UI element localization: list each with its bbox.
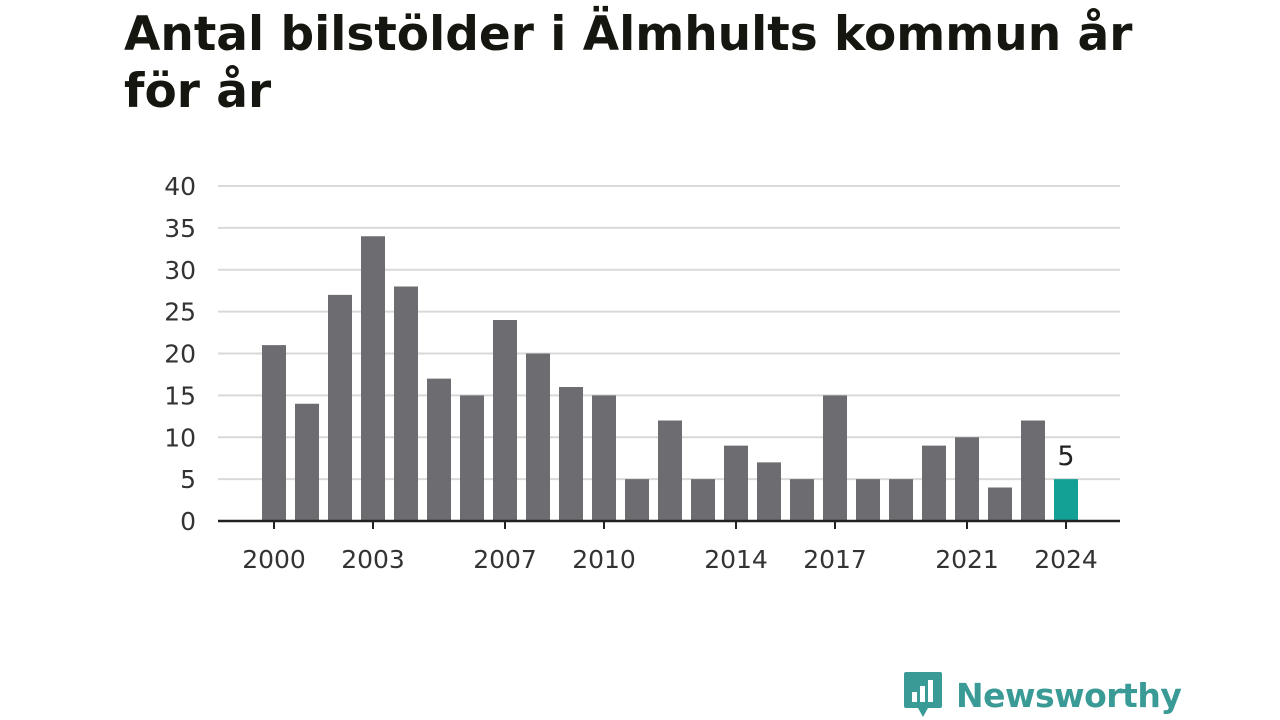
brand-name: Newsworthy — [956, 675, 1182, 715]
data-label-2024: 5 — [1057, 441, 1074, 472]
bar-2005 — [427, 378, 451, 521]
x-tick-label: 2000 — [242, 545, 306, 574]
y-tick-label: 30 — [164, 256, 196, 285]
bar-2022 — [988, 487, 1012, 521]
bar-2009 — [559, 387, 583, 521]
bar-2011 — [625, 479, 649, 521]
y-tick-label: 40 — [164, 172, 196, 201]
y-tick-label: 5 — [180, 465, 196, 494]
bar-2002 — [328, 294, 352, 521]
bar-2016 — [790, 479, 814, 521]
bar-2023 — [1021, 420, 1045, 521]
bar-2019 — [889, 479, 913, 521]
bar-2004 — [394, 286, 418, 521]
x-tick-label: 2024 — [1034, 545, 1098, 574]
y-tick-label: 20 — [164, 340, 196, 369]
bar-2017 — [823, 395, 847, 521]
x-tick-label: 2010 — [572, 545, 636, 574]
bar-2014 — [724, 445, 748, 521]
bar-2013 — [691, 479, 715, 521]
x-tick-label: 2021 — [935, 545, 999, 574]
x-tick-label: 2003 — [341, 545, 405, 574]
bar-2012 — [658, 420, 682, 521]
bars — [262, 236, 1078, 521]
x-tick-label: 2014 — [704, 545, 768, 574]
newsworthy-logo: Newsworthy — [902, 670, 1182, 720]
y-tick-label: 35 — [164, 214, 196, 243]
x-tick-label: 2007 — [473, 545, 537, 574]
bar-2001 — [295, 403, 319, 521]
bar-2020 — [922, 445, 946, 521]
bar-2003 — [361, 236, 385, 521]
bar-2021 — [955, 437, 979, 521]
bar-2008 — [526, 353, 550, 521]
y-tick-label: 0 — [180, 507, 196, 536]
bar-2006 — [460, 395, 484, 521]
chart-title: Antal bilstölder i Älmhults kommun år fö… — [124, 7, 1133, 119]
y-tick-label: 10 — [164, 423, 196, 452]
newsworthy-icon — [904, 672, 942, 717]
bar-2015 — [757, 462, 781, 521]
y-axis-ticks: 0 5 10 15 20 25 30 35 40 — [164, 172, 196, 536]
x-axis-ticks: 2000 2003 2007 2010 2014 2017 2021 2024 — [218, 519, 1120, 574]
x-tick-label: 2017 — [803, 545, 867, 574]
bar-2010 — [592, 395, 616, 521]
bar-2000 — [262, 345, 286, 521]
bar-2024 — [1054, 479, 1078, 521]
bar-2007 — [493, 320, 517, 521]
data-labels: 5 — [1057, 441, 1074, 472]
y-tick-label: 15 — [164, 381, 196, 410]
y-tick-label: 25 — [164, 298, 196, 327]
bar-2018 — [856, 479, 880, 521]
